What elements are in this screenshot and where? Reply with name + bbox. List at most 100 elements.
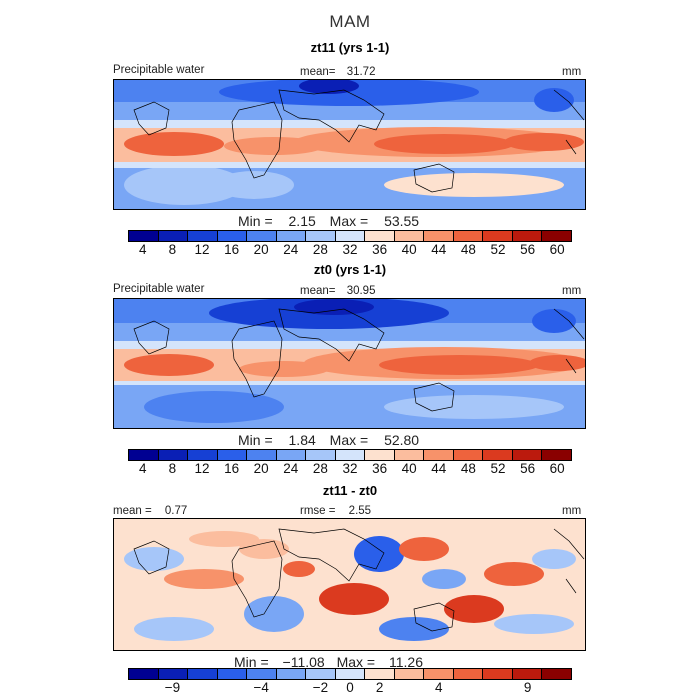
colorbar-tick-label: 28 bbox=[312, 242, 328, 257]
panel3-min-value: −11.08 bbox=[282, 654, 325, 670]
colorbar-tick-label: 24 bbox=[283, 242, 299, 257]
colorbar-swatch bbox=[453, 450, 484, 460]
panel3-field bbox=[114, 519, 585, 650]
colorbar-swatch bbox=[217, 231, 248, 241]
colorbar-swatch bbox=[365, 669, 395, 679]
panel3-units: mm bbox=[562, 505, 582, 517]
colorbar-tick-label: 16 bbox=[224, 461, 240, 476]
colorbar-tick-label: 9 bbox=[523, 680, 532, 695]
panel3-mean-value: 0.77 bbox=[164, 505, 188, 517]
colorbar-swatch bbox=[483, 231, 513, 241]
panel1-max-label: Max = bbox=[329, 213, 369, 229]
panel2-mean-value: 30.95 bbox=[346, 285, 376, 297]
colorbar-tick-label: 28 bbox=[312, 461, 328, 476]
colorbar-swatch bbox=[158, 450, 189, 460]
colorbar-tick-label: 60 bbox=[549, 242, 565, 257]
panel2-title: zt0 (yrs 1-1) bbox=[313, 262, 387, 277]
panel2-colorbar bbox=[128, 449, 572, 461]
colorbar-tick-label: 0 bbox=[346, 680, 354, 695]
panel1-max-value: 53.55 bbox=[384, 213, 420, 229]
panel3-min-label: Min = bbox=[234, 654, 269, 670]
colorbar-tick-label: 24 bbox=[283, 461, 299, 476]
panel1-mean-value: 31.72 bbox=[346, 66, 376, 78]
panel3-mean-label: mean = bbox=[113, 505, 152, 517]
panel3-title: zt11 - zt0 bbox=[322, 483, 378, 498]
colorbar-tick-label: 4 bbox=[435, 680, 443, 695]
panel3-map bbox=[113, 518, 586, 651]
colorbar-tick-label: 32 bbox=[342, 461, 358, 476]
colorbar-swatch bbox=[306, 450, 336, 460]
main-title: MAM bbox=[329, 12, 371, 31]
panel2-minmax: Min = 1.84 Max = 52.80 bbox=[238, 432, 419, 448]
panel1-variable-label: Precipitable water bbox=[113, 64, 205, 76]
colorbar-swatch bbox=[129, 669, 159, 679]
colorbar-swatch bbox=[424, 231, 454, 241]
colorbar-tick-label: 8 bbox=[168, 461, 177, 476]
colorbar-tick-label: 40 bbox=[401, 461, 417, 476]
colorbar-tick-label: 20 bbox=[253, 242, 269, 257]
colorbar-tick-label: 56 bbox=[520, 461, 536, 476]
colorbar-swatch bbox=[542, 669, 571, 679]
colorbar-swatch bbox=[129, 450, 159, 460]
colorbar-swatch bbox=[276, 450, 307, 460]
colorbar-swatch bbox=[394, 450, 425, 460]
colorbar-swatch bbox=[512, 450, 543, 460]
colorbar-tick-label: 4 bbox=[139, 242, 147, 257]
colorbar-tick-label: 52 bbox=[490, 242, 506, 257]
colorbar-swatch bbox=[453, 231, 484, 241]
panel2-units: mm bbox=[562, 285, 582, 297]
panel1-title: zt11 (yrs 1-1) bbox=[310, 40, 390, 55]
colorbar-swatch bbox=[483, 669, 513, 679]
colorbar-tick-label: 56 bbox=[520, 242, 536, 257]
panel2-map bbox=[113, 298, 586, 429]
colorbar-swatch bbox=[158, 669, 189, 679]
panel1-map bbox=[113, 79, 586, 210]
panel2-variable-label: Precipitable water bbox=[113, 283, 205, 295]
colorbar-swatch bbox=[217, 450, 248, 460]
colorbar-swatch bbox=[335, 450, 366, 460]
colorbar-swatch bbox=[512, 669, 543, 679]
panel2-max-label: Max = bbox=[329, 432, 369, 448]
panel2-mean-label: mean= bbox=[300, 285, 336, 297]
colorbar-swatch bbox=[453, 669, 484, 679]
colorbar-swatch bbox=[306, 231, 336, 241]
colorbar-swatch bbox=[394, 231, 425, 241]
colorbar-swatch bbox=[365, 231, 395, 241]
colorbar-swatch bbox=[335, 231, 366, 241]
colorbar-tick-label: 40 bbox=[401, 242, 417, 257]
colorbar-tick-label: 16 bbox=[224, 242, 240, 257]
panel3-mean: mean = 0.77 bbox=[113, 505, 187, 517]
colorbar-swatch bbox=[542, 231, 571, 241]
colorbar-tick-label: 52 bbox=[490, 461, 506, 476]
colorbar-swatch bbox=[247, 450, 277, 460]
panel3-rmse-value: 2.55 bbox=[348, 505, 372, 517]
colorbar-tick-label: −2 bbox=[312, 680, 329, 695]
colorbar-tick-label: 44 bbox=[431, 461, 447, 476]
panel1-minmax: Min = 2.15 Max = 53.55 bbox=[238, 213, 419, 229]
colorbar-swatch bbox=[247, 669, 277, 679]
panel3-minmax: Min = −11.08 Max = 11.26 bbox=[234, 654, 423, 670]
colorbar-tick-label: 4 bbox=[139, 461, 147, 476]
colorbar-tick-label: 36 bbox=[372, 242, 388, 257]
colorbar-swatch bbox=[247, 231, 277, 241]
colorbar-swatch bbox=[365, 450, 395, 460]
colorbar-tick-label: 12 bbox=[194, 461, 210, 476]
panel1-mean-label: mean= bbox=[300, 66, 336, 78]
colorbar-tick-label: 32 bbox=[342, 242, 358, 257]
colorbar-tick-label: 44 bbox=[431, 242, 447, 257]
colorbar-tick-label: 20 bbox=[253, 461, 269, 476]
panel2-min-value: 1.84 bbox=[288, 432, 316, 448]
colorbar-swatch bbox=[158, 231, 189, 241]
panel1-min-label: Min = bbox=[238, 213, 273, 229]
panel1-units: mm bbox=[562, 66, 582, 78]
colorbar-swatch bbox=[188, 450, 218, 460]
panel3-rmse-label: rmse = bbox=[300, 505, 336, 517]
colorbar-tick-label: 12 bbox=[194, 242, 210, 257]
colorbar-tick-label: 36 bbox=[372, 461, 388, 476]
colorbar-tick-label: −9 bbox=[164, 680, 181, 695]
panel1-min-value: 2.15 bbox=[288, 213, 316, 229]
panel2-field bbox=[114, 299, 585, 428]
colorbar-swatch bbox=[394, 669, 425, 679]
colorbar-swatch bbox=[424, 669, 454, 679]
panel1-colorbar bbox=[128, 230, 572, 242]
